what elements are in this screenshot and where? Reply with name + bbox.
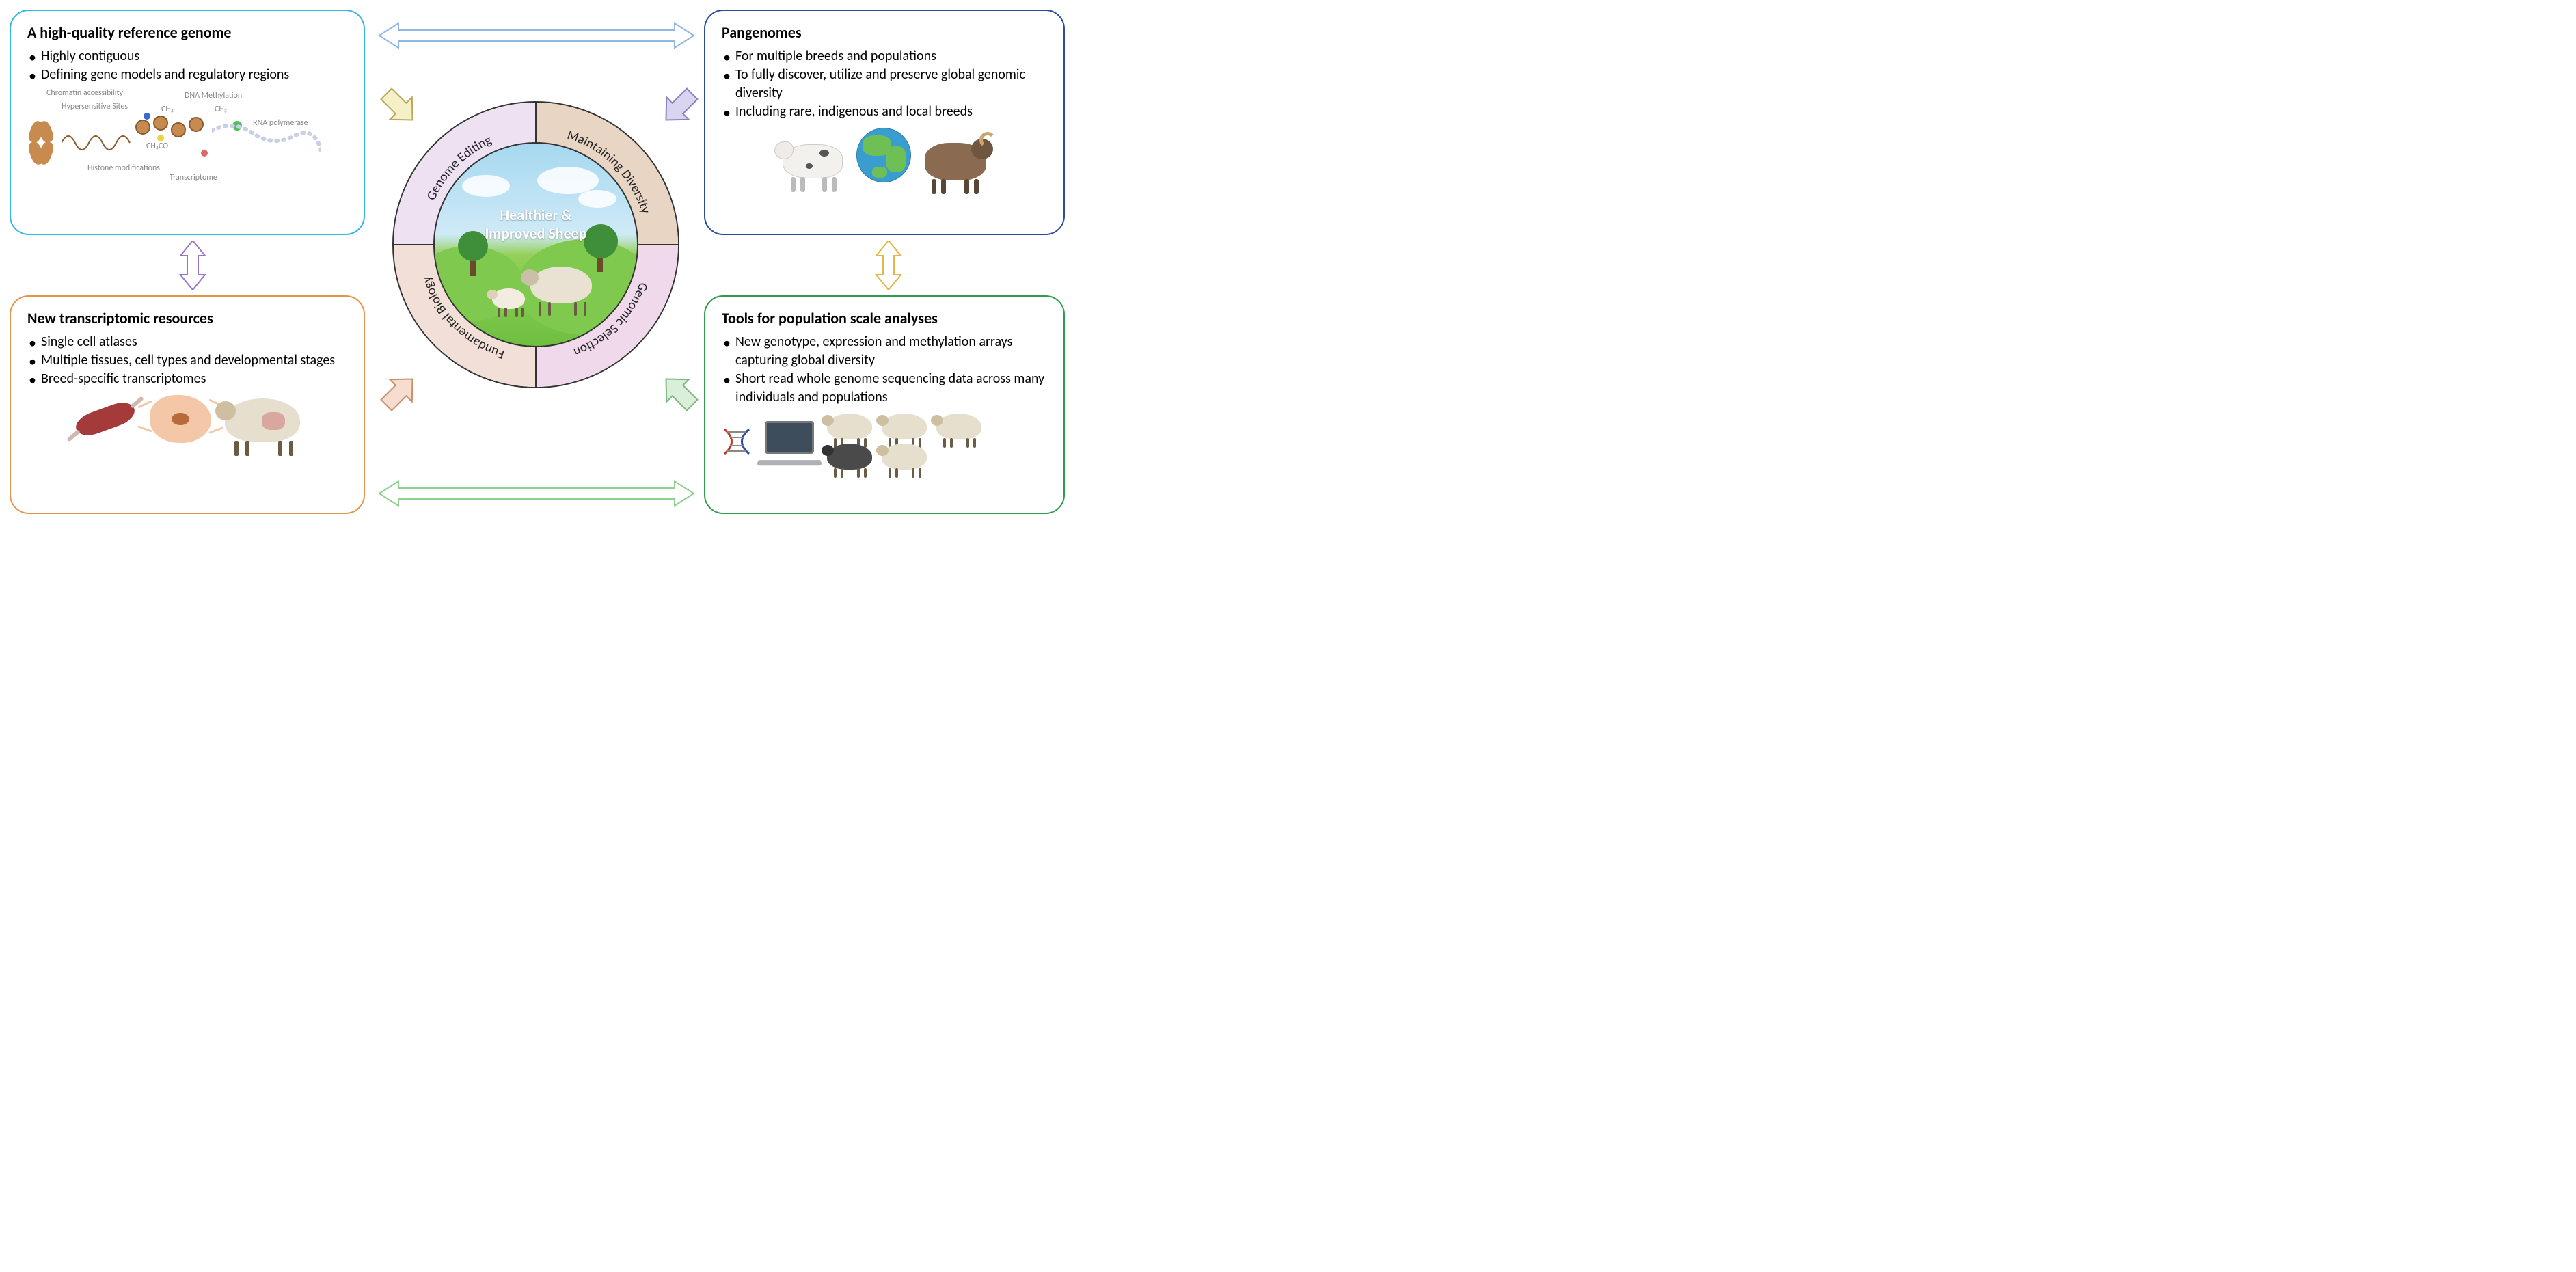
box-transcriptomic-resources: New transcriptomic resources Single cell…	[10, 295, 365, 514]
histone-mark-icon	[157, 135, 164, 141]
box-bl-title: New transcriptomic resources	[27, 309, 347, 327]
list-item: For multiple breeds and populations	[735, 47, 1047, 66]
ring: Healthier & Improved Sheep	[392, 101, 679, 388]
arrow-left	[178, 241, 208, 290]
center-circle: Healthier & Improved Sheep Genome Editin…	[392, 101, 679, 388]
arrow-top	[379, 21, 694, 51]
transcriptomic-illustration	[27, 395, 347, 443]
diagram-label: DNA Methylation	[185, 91, 242, 100]
rna-strand-icon	[212, 124, 321, 172]
diagram-label: CH₃	[161, 105, 174, 114]
population-illustration	[722, 414, 1047, 470]
box-population-tools: Tools for population scale analyses New …	[704, 295, 1065, 514]
box-br-list: New genotype, expression and methylation…	[722, 333, 1047, 407]
arrow-bottom	[379, 478, 694, 509]
nucleosome-icon	[135, 120, 150, 135]
list-item: Multiple tissues, cell types and develop…	[41, 351, 347, 370]
diagram-label: Chromatin accessibility	[46, 88, 123, 98]
list-item: Breed-specific transcriptomes	[41, 370, 347, 388]
histone-mark-icon	[144, 113, 150, 120]
arrow-to-center-br	[656, 369, 704, 417]
sheep-icon	[936, 414, 981, 439]
laptop-icon	[760, 421, 819, 462]
sheep-dark-icon	[827, 444, 872, 470]
sheep-icon	[882, 444, 927, 470]
nucleosome-icon	[171, 122, 186, 137]
sheep-icon	[882, 414, 927, 439]
list-item: Short read whole genome sequencing data …	[735, 370, 1047, 407]
chromatin-diagram: Chromatin accessibility Hypersensitive S…	[27, 88, 321, 191]
diagram-label: Hypersensitive Sites	[62, 102, 128, 111]
sheep-icon	[827, 414, 872, 439]
muscle-tissue-icon	[72, 398, 138, 440]
sheep-anatomy-icon	[225, 398, 300, 442]
diagram-label: CH₃	[215, 105, 227, 114]
sheep-flock-icon	[827, 414, 1005, 470]
box-tl-title: A high-quality reference genome	[27, 23, 347, 42]
box-tr-list: For multiple breeds and populations To f…	[722, 47, 1047, 121]
box-tl-list: Highly contiguous Defining gene models a…	[27, 47, 347, 84]
arrow-to-center-tl	[375, 82, 422, 130]
box-pangenomes: Pangenomes For multiple breeds and popul…	[704, 10, 1065, 235]
arrow-to-center-tr	[656, 82, 704, 130]
center-scene: Healthier & Improved Sheep	[433, 142, 638, 347]
arrow-to-center-bl	[375, 369, 422, 417]
transcriptome-dot-icon	[201, 150, 208, 157]
box-bl-list: Single cell atlases Multiple tissues, ce…	[27, 333, 347, 388]
dna-icon	[722, 428, 752, 455]
center-title-line2: Improved Sheep	[485, 224, 586, 243]
nucleosome-icon	[189, 117, 204, 132]
box-tr-title: Pangenomes	[722, 23, 1047, 42]
list-item: New genotype, expression and methylation…	[735, 333, 1047, 370]
cell-icon	[150, 395, 211, 443]
diagram-label: CH₃CO	[146, 141, 168, 151]
box-br-title: Tools for population scale analyses	[722, 309, 1047, 327]
list-item: Defining gene models and regulatory regi…	[41, 66, 347, 84]
nucleosome-icon	[153, 116, 168, 131]
list-item: Single cell atlases	[41, 333, 347, 351]
box-reference-genome: A high-quality reference genome Highly c…	[10, 10, 365, 235]
diagram-label: Histone modifications	[87, 163, 160, 173]
list-item: Including rare, indigenous and local bre…	[735, 103, 1047, 121]
pangenome-illustration	[722, 128, 1047, 182]
chromatin-strand-icon	[62, 122, 144, 157]
goat-icon	[783, 144, 843, 178]
center-title: Healthier & Improved Sheep	[485, 206, 586, 243]
center-title-line1: Healthier &	[500, 206, 571, 224]
diagram-label: Transcriptome	[170, 173, 217, 182]
globe-icon	[856, 128, 911, 182]
arrow-right	[873, 241, 904, 290]
list-item: Highly contiguous	[41, 47, 347, 66]
ram-icon	[925, 143, 986, 180]
organ-icon	[262, 412, 285, 430]
list-item: To fully discover, utilize and preserve …	[735, 66, 1047, 103]
